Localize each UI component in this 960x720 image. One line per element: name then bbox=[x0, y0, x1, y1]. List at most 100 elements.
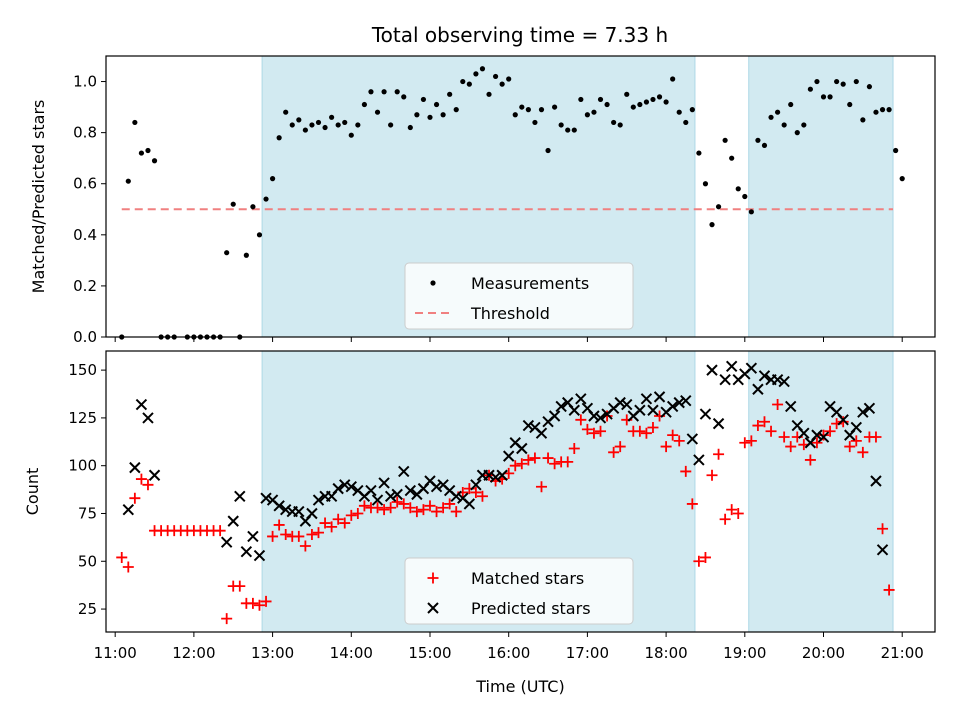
measurement-point bbox=[676, 109, 682, 115]
measurement-point bbox=[860, 117, 866, 123]
predicted-star-point bbox=[135, 398, 148, 411]
measurement-point bbox=[473, 71, 479, 77]
predicted-star-point bbox=[817, 431, 830, 443]
matched-star-point bbox=[391, 496, 403, 508]
predicted-star-point bbox=[345, 481, 357, 493]
measurement-point bbox=[866, 84, 873, 90]
measurement-point bbox=[374, 109, 381, 115]
measurement-point bbox=[748, 209, 754, 215]
matched-star-point bbox=[332, 513, 344, 525]
matched-star-point bbox=[345, 509, 357, 521]
predicted-star-point bbox=[870, 475, 882, 487]
measurement-point bbox=[893, 147, 899, 154]
measurement-point bbox=[650, 96, 656, 103]
matched-star-point bbox=[778, 431, 790, 443]
measurement-point bbox=[348, 132, 354, 138]
matched-star-point bbox=[116, 551, 128, 563]
matched-star-point bbox=[358, 500, 370, 512]
matched-star-point bbox=[739, 437, 751, 449]
measurement-point bbox=[342, 119, 348, 126]
measurement-point bbox=[322, 124, 328, 131]
matched-star-point bbox=[319, 517, 331, 529]
x-tick-label: 21:00 bbox=[881, 644, 924, 662]
measurement-point bbox=[565, 127, 571, 133]
measurement-point bbox=[243, 252, 249, 258]
measurement-point bbox=[519, 104, 525, 110]
predicted-star-point bbox=[496, 469, 508, 481]
y-tick-label: 0.0 bbox=[73, 328, 97, 346]
predicted-star-point bbox=[279, 503, 292, 516]
x-tick-label: 13:00 bbox=[251, 644, 294, 662]
matched-star-point bbox=[280, 529, 292, 541]
measurement-point bbox=[440, 112, 446, 118]
predicted-star-point bbox=[548, 410, 561, 422]
y-axis-title: Matched/Predicted stars bbox=[29, 100, 48, 294]
x-tick-label: 15:00 bbox=[408, 644, 451, 662]
matched-star-point bbox=[437, 502, 449, 514]
x-tick-label: 16:00 bbox=[487, 644, 530, 662]
measurement-point bbox=[729, 155, 735, 161]
measurement-point bbox=[394, 89, 400, 95]
predicted-star-point bbox=[712, 417, 725, 430]
matched-star-point bbox=[516, 458, 528, 470]
predicted-star-point bbox=[404, 484, 417, 497]
predicted-star-point bbox=[719, 373, 731, 386]
matched-star-point bbox=[234, 580, 246, 592]
matched-star-point bbox=[693, 555, 705, 567]
measurement-point bbox=[250, 204, 256, 210]
predicted-star-point bbox=[555, 400, 567, 413]
matched-star-point bbox=[824, 425, 836, 437]
measurement-point bbox=[355, 122, 361, 128]
matched-star-point bbox=[378, 504, 390, 516]
legend-marker-measurements bbox=[430, 280, 436, 286]
predicted-star-point bbox=[122, 503, 135, 516]
matched-star-point bbox=[398, 498, 410, 510]
measurement-point bbox=[329, 114, 335, 120]
matched-star-point bbox=[273, 519, 285, 531]
predicted-star-point bbox=[758, 370, 771, 382]
measurement-point bbox=[847, 101, 853, 108]
matched-star-point bbox=[293, 530, 305, 542]
measurement-point bbox=[145, 147, 151, 154]
predicted-star-point bbox=[706, 364, 718, 376]
matched-star-point bbox=[549, 458, 561, 470]
matched-star-point bbox=[575, 414, 587, 426]
measurement-point bbox=[224, 250, 230, 256]
measurement-point bbox=[794, 130, 800, 136]
legend-marker-predicted bbox=[427, 602, 439, 614]
measurement-point bbox=[381, 89, 387, 95]
measurement-point bbox=[597, 96, 604, 103]
predicted-star-point bbox=[535, 427, 548, 439]
matched-star-point bbox=[122, 561, 134, 573]
predicted-star-point bbox=[483, 469, 495, 481]
matched-star-point bbox=[581, 423, 593, 435]
measurement-point bbox=[899, 176, 905, 182]
matched-star-point bbox=[752, 420, 764, 432]
measurement-point bbox=[545, 147, 551, 154]
matched-star-point bbox=[476, 490, 488, 502]
matched-star-point bbox=[542, 452, 554, 464]
predicted-star-point bbox=[621, 398, 633, 411]
measurement-point bbox=[486, 91, 492, 97]
matched-star-point bbox=[247, 597, 259, 609]
measurement-point bbox=[460, 78, 466, 85]
matched-star-point bbox=[424, 500, 436, 512]
matched-star-point bbox=[726, 504, 738, 516]
matched-star-point bbox=[680, 465, 692, 477]
matched-star-point bbox=[470, 486, 482, 498]
predicted-star-point bbox=[371, 494, 384, 506]
measurement-point bbox=[151, 158, 158, 164]
measurement-point bbox=[617, 122, 623, 128]
matched-star-point bbox=[135, 473, 147, 485]
measurement-point bbox=[735, 186, 741, 192]
matched-star-point bbox=[811, 437, 823, 449]
measurement-point bbox=[492, 73, 499, 80]
y-tick-label: 100 bbox=[68, 457, 97, 475]
y-tick-label: 0.2 bbox=[73, 277, 97, 295]
measurement-point bbox=[230, 201, 236, 207]
x-tick-label: 20:00 bbox=[802, 644, 845, 662]
matched-star-point bbox=[804, 454, 816, 466]
measurement-point bbox=[512, 112, 518, 118]
matched-star-point bbox=[837, 416, 849, 428]
matched-star-point bbox=[450, 506, 462, 518]
